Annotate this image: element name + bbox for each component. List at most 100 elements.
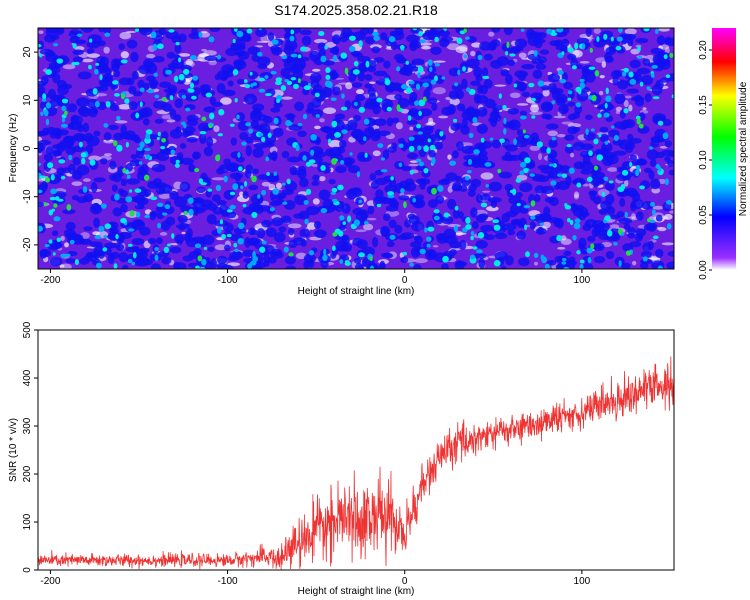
heatmap-mid-speckle: [153, 55, 165, 63]
heatmap-high-speckle: [169, 95, 174, 101]
heatmap-mid-speckle: [593, 171, 605, 179]
heatmap-high-speckle: [652, 235, 659, 240]
heatmap-mid-speckle: [317, 42, 326, 50]
heatmap-mid-speckle: [188, 32, 202, 40]
heatmap-peak-speckle: [143, 174, 150, 181]
heatmap-mid-speckle: [529, 221, 536, 230]
heatmap-mid-speckle: [367, 125, 375, 135]
heatmap-mid-speckle: [394, 28, 404, 36]
heatmap-mid-speckle: [311, 180, 320, 187]
heatmap-high-speckle: [219, 219, 224, 225]
heatmap-mid-speckle: [554, 39, 564, 47]
heatmap-low-speckle: [663, 213, 673, 220]
heatmap-mid-speckle: [660, 77, 671, 83]
heatmap-high-speckle: [376, 203, 382, 208]
heatmap-high-speckle: [116, 144, 123, 152]
heatmap-mid-speckle: [571, 126, 581, 132]
heatmap-mid-speckle: [266, 175, 280, 183]
heatmap-high-speckle: [330, 97, 337, 101]
heatmap-high-speckle: [409, 262, 414, 267]
heatmap-mid-speckle: [281, 215, 292, 224]
heatmap-mid-speckle: [427, 97, 438, 105]
heatmap-high-speckle: [308, 159, 316, 164]
heatmap-mid-speckle: [184, 130, 194, 136]
heatmap-mid-speckle: [359, 209, 369, 220]
heatmap-mid-speckle: [537, 164, 549, 171]
heatmap-mid-speckle: [52, 149, 61, 157]
heatmap-high-speckle: [50, 188, 57, 195]
heatmap-high-speckle: [229, 123, 235, 127]
heatmap-mid-speckle: [478, 213, 489, 221]
heatmap-mid-speckle: [452, 150, 459, 159]
heatmap-mid-speckle: [38, 201, 45, 208]
heatmap-mid-speckle: [409, 91, 418, 102]
heatmap-mid-speckle: [261, 219, 272, 228]
heatmap-mid-speckle: [301, 35, 312, 46]
colorbar-tick-label: 0.05: [698, 205, 709, 225]
heatmap-mid-speckle: [245, 164, 254, 174]
heatmap-mid-speckle: [62, 167, 72, 174]
heatmap-mid-speckle: [104, 242, 118, 249]
heatmap-high-speckle: [337, 184, 344, 191]
heatmap-high-speckle: [352, 69, 360, 75]
heatmap-low-speckle: [470, 50, 476, 57]
heatmap-high-speckle: [536, 141, 543, 148]
heatmap-low-speckle: [658, 28, 670, 32]
heatmap-low-speckle: [547, 130, 558, 137]
heatmap-high-speckle: [300, 46, 307, 52]
heatmap-high-speckle: [466, 170, 472, 174]
heatmap-mid-speckle: [517, 222, 525, 228]
heatmap-high-speckle: [556, 235, 563, 242]
heatmap-high-speckle: [258, 88, 266, 93]
heatmap-mid-speckle: [305, 108, 313, 114]
heatmap-mid-speckle: [507, 59, 515, 67]
heatmap-mid-speckle: [135, 250, 148, 259]
heatmap-mid-speckle: [480, 224, 494, 232]
heatmap-peak-speckle: [120, 93, 125, 100]
heatmap-mid-speckle: [650, 140, 660, 148]
heatmap-high-speckle: [297, 54, 302, 59]
heatmap-mid-speckle: [514, 142, 528, 148]
heatmap-mid-speckle: [379, 260, 386, 269]
heatmap-mid-speckle: [551, 89, 561, 100]
heatmap-high-speckle: [415, 83, 421, 91]
heatmap-mid-speckle: [294, 101, 305, 112]
heatmap-high-speckle: [217, 227, 222, 234]
heatmap-mid-speckle: [504, 183, 514, 192]
heatmap-high-speckle: [281, 55, 288, 60]
heatmap-high-speckle: [598, 133, 602, 138]
heatmap-mid-speckle: [413, 235, 421, 241]
heatmap-mid-speckle: [245, 145, 252, 157]
heatmap-mid-speckle: [177, 214, 188, 224]
heatmap-low-speckle: [433, 60, 446, 63]
heatmap-mid-speckle: [298, 165, 307, 174]
heatmap-high-speckle: [40, 111, 44, 116]
heatmap-high-speckle: [470, 231, 475, 236]
heatmap-mid-speckle: [380, 32, 388, 41]
heatmap-high-speckle: [273, 117, 279, 125]
heatmap-mid-speckle: [281, 150, 290, 159]
heatmap-low-speckle: [414, 258, 428, 264]
heatmap-mid-speckle: [266, 140, 273, 146]
heatmap-high-speckle: [125, 141, 129, 148]
heatmap-mid-speckle: [517, 81, 527, 91]
heatmap-mid-speckle: [45, 53, 59, 63]
heatmap-high-speckle: [195, 265, 200, 269]
heatmap-mid-speckle: [179, 181, 191, 192]
heatmap-mid-speckle: [313, 229, 327, 238]
heatmap-mid-speckle: [539, 49, 550, 55]
heatmap-high-speckle: [482, 75, 490, 80]
heatmap-mid-speckle: [236, 78, 246, 85]
heatmap-mid-speckle: [478, 257, 486, 269]
heatmap-high-speckle: [252, 251, 256, 259]
heatmap-high-speckle: [550, 180, 557, 186]
heatmap-mid-speckle: [649, 159, 657, 168]
heatmap-peak-speckle: [636, 118, 641, 125]
heatmap-mid-speckle: [65, 258, 76, 264]
heatmap-mid-speckle: [586, 235, 596, 243]
heatmap-high-speckle: [114, 193, 120, 201]
heatmap-mid-speckle: [596, 228, 608, 237]
heatmap-mid-speckle: [409, 41, 418, 52]
heatmap-low-speckle: [529, 145, 540, 151]
heatmap-mid-speckle: [410, 246, 421, 258]
